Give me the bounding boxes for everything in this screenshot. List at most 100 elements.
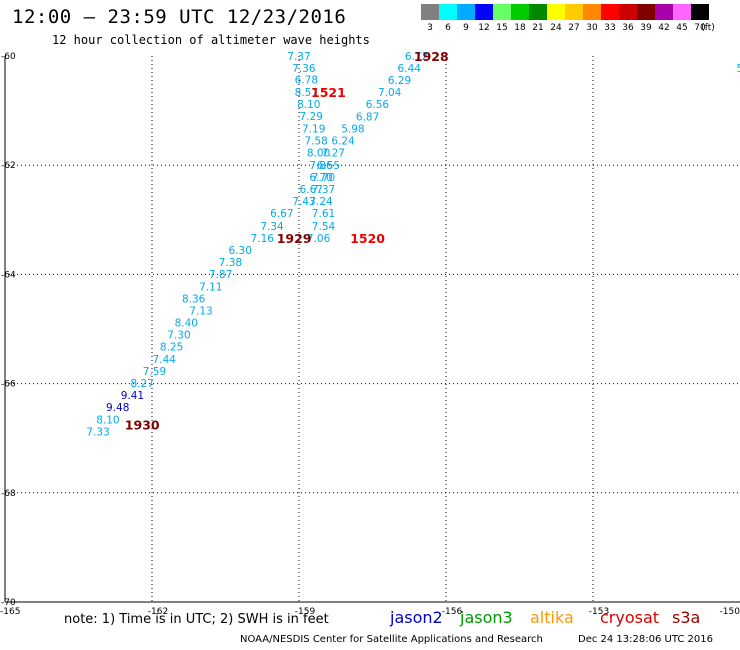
generation-timestamp: Dec 24 13:28:06 UTC 2016 (578, 634, 713, 645)
legend-swatch (547, 4, 565, 20)
wave-height-value: 9.41 (121, 390, 144, 402)
wave-height-value: 5.98 (341, 124, 364, 136)
wave-height-value: 8.10 (96, 415, 119, 427)
wave-height-value: 7.37 (287, 51, 310, 63)
satellite-cryosat: cryosat (600, 608, 660, 627)
legend-swatch (691, 4, 709, 20)
wave-height-value: 7.70 (312, 172, 335, 184)
legend-label: 33 (604, 23, 616, 33)
wave-height-value: 7.58 (304, 136, 327, 148)
legend-label: 12 (478, 23, 490, 33)
lon-tick-label: -153 (589, 607, 609, 617)
lat-tick-label: -60 (1, 52, 16, 62)
wave-height-value: 8.57 (295, 87, 318, 99)
wave-height-value: 7.30 (167, 329, 190, 341)
wave-height-value: 6.44 (398, 63, 422, 75)
wave-height-value: 7.59 (143, 366, 166, 378)
legend-label: 15 (496, 23, 508, 33)
pass-time-label: 1929 (277, 231, 312, 246)
legend-label: 36 (622, 23, 634, 33)
wave-height-value: 6.72 (405, 51, 428, 63)
legend-label: 6 (445, 23, 451, 33)
pass-time-label: 1928 (414, 49, 449, 64)
legend-swatch (493, 4, 511, 20)
wave-height-value: 5.4 (737, 63, 740, 75)
wave-height-value: 6.24 (331, 136, 355, 148)
wave-height-value: 7.24 (309, 196, 333, 208)
lat-tick-label: -68 (1, 489, 16, 499)
wave-height-value: 9.48 (106, 402, 129, 414)
organization-credit: NOAA/NESDIS Center for Satellite Applica… (240, 634, 543, 645)
wave-height-value: 8.10 (297, 99, 320, 111)
legend-swatch (421, 4, 439, 20)
lon-tick-label: -150 (720, 607, 740, 617)
legend-swatch (457, 4, 475, 20)
legend-swatch (583, 4, 601, 20)
legend-swatch (673, 4, 691, 20)
wave-height-value: 7.61 (312, 208, 335, 220)
lat-tick-label: -70 (1, 598, 16, 608)
wave-height-value: 6.87 (356, 112, 379, 124)
wave-height-value: 7.36 (292, 63, 316, 75)
lon-tick-label: -159 (295, 607, 316, 617)
legend-label: 30 (586, 23, 598, 33)
lon-tick-label: -162 (148, 607, 168, 617)
legend-swatch (529, 4, 547, 20)
wave-height-value: 7.34 (260, 221, 284, 233)
wave-height-value: 7.13 (189, 305, 212, 317)
wave-height-value: 6.70 (309, 172, 332, 184)
legend-label: 42 (658, 23, 670, 33)
wave-height-value: 6.78 (295, 74, 318, 86)
wave-height-value: 6.67 (270, 208, 293, 220)
wave-height-value: 7.37 (312, 184, 335, 196)
wave-height-value: 7.87 (209, 269, 232, 281)
legend-label: 18 (514, 23, 526, 33)
wave-height-value: 7.19 (302, 124, 325, 136)
wave-height-value: 6.29 (388, 75, 411, 87)
pass-time-label: 1521 (311, 85, 346, 100)
legend-label: 27 (568, 23, 580, 33)
legend-swatch (637, 4, 655, 20)
wave-height-value: 8.25 (160, 341, 183, 353)
satellite-jason3: jason3 (460, 608, 513, 627)
lon-tick-label: -156 (442, 607, 463, 617)
legend-swatch (475, 4, 493, 20)
wave-height-value: 8.40 (175, 317, 198, 329)
legend-unit: (ft) (701, 23, 715, 33)
lat-tick-label: -66 (1, 380, 16, 390)
pass-time-label: 1520 (350, 231, 385, 246)
wave-height-value: 7.16 (251, 233, 275, 245)
lat-tick-label: -62 (1, 161, 16, 171)
legend-label: 39 (640, 23, 652, 33)
wave-height-value: 8.27 (131, 378, 154, 390)
legend-swatch (601, 4, 619, 20)
legend-label: 24 (550, 23, 562, 33)
wave-height-value: 7.06 (307, 233, 331, 245)
legend-label: 70 (694, 23, 706, 33)
satellite-altika: altika (530, 608, 574, 627)
wave-height-value: 8.36 (182, 293, 206, 305)
lat-tick-label: -64 (1, 270, 16, 280)
wave-height-value: 7.33 (86, 427, 109, 439)
legend-label: 21 (532, 23, 544, 33)
wave-height-value: 7.04 (378, 87, 402, 99)
wave-height-value: 7.54 (312, 221, 336, 233)
wave-height-value: 7.29 (300, 111, 323, 123)
page-subtitle: 12 hour collection of altimeter wave hei… (52, 33, 370, 47)
lon-tick-label: -165 (0, 607, 20, 617)
legend-swatch (619, 4, 637, 20)
page-title: 12:00 – 23:59 UTC 12/23/2016 (12, 6, 347, 28)
wave-height-value: 8.00 (307, 148, 330, 160)
satellite-jason2: jason2 (390, 608, 443, 627)
wave-height-value: 6.67 (300, 184, 323, 196)
legend-swatch (511, 4, 529, 20)
legend-label: 45 (676, 23, 688, 33)
wave-height-value: 7.43 (292, 196, 315, 208)
wave-height-value: 6.56 (366, 99, 390, 111)
wave-height-value: 7.11 (199, 281, 222, 293)
legend-label: 3 (427, 23, 433, 33)
pass-time-label: 1930 (125, 418, 160, 433)
wave-height-value: 6.30 (229, 245, 252, 257)
legend-label: 9 (463, 23, 469, 33)
